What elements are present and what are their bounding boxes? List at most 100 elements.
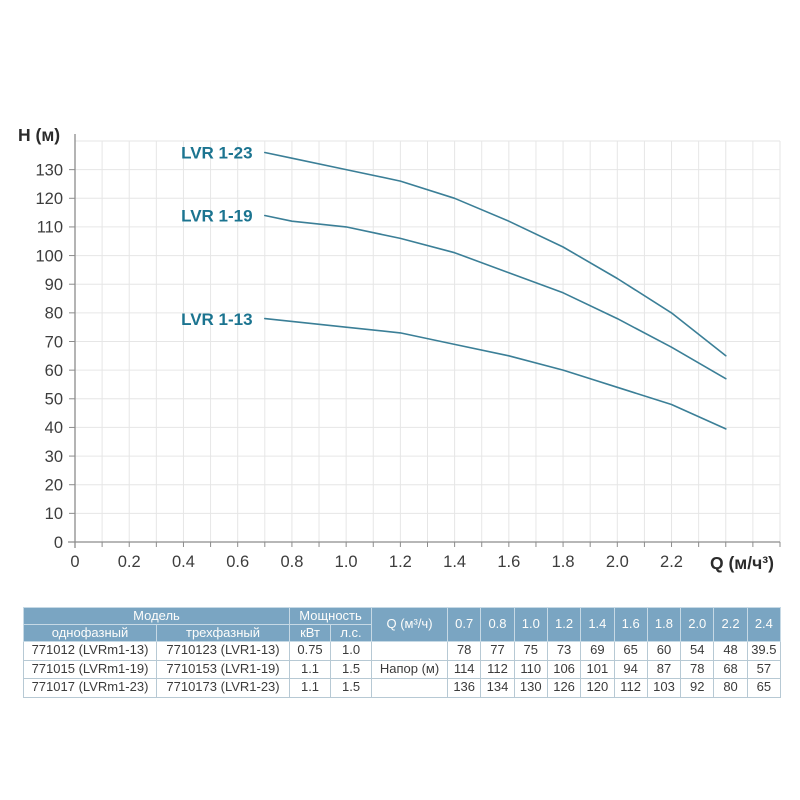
y-tick-label: 100 xyxy=(35,247,63,265)
flow-value-header: 1.2 xyxy=(546,607,582,642)
head-value: 103 xyxy=(646,678,682,698)
x-tick-label: 2.0 xyxy=(606,553,629,571)
x-tick-label: 0.4 xyxy=(172,553,195,571)
head-row-label: Напор (м) xyxy=(371,659,449,679)
curve-labels: LVR 1-23 LVR 1-19 LVR 1-13 xyxy=(181,144,253,329)
y-tick-label: 0 xyxy=(54,534,63,552)
head-value: 78 xyxy=(680,659,715,679)
head-value: 110 xyxy=(513,659,548,679)
head-row-label xyxy=(371,641,449,661)
head-value: 136 xyxy=(447,678,482,698)
flow-value-header: 1.0 xyxy=(513,607,548,642)
y-tick-label: 120 xyxy=(35,190,63,208)
curve-label: LVR 1-19 xyxy=(181,207,253,226)
y-tick-label: 70 xyxy=(45,333,63,351)
table-header: Модель Мощность Q (м³/ч) 0.7 0.8 1.0 1.2 1.4 1.6… xyxy=(22,607,782,642)
head-value: 69 xyxy=(580,641,615,661)
flow-value-header: 1.4 xyxy=(580,607,615,642)
head-value: 112 xyxy=(613,678,648,698)
head-value: 75 xyxy=(513,641,548,661)
power-kw: 0.75 xyxy=(289,641,332,661)
head-value: 39.5 xyxy=(746,641,782,661)
curve-lvr-1-23 xyxy=(263,151,727,357)
table-row: 771017 (LVRm1-23) 7710173 (LVR1-23) 1.1 1.5… xyxy=(23,678,782,698)
head-value: 60 xyxy=(646,641,682,661)
curve-label: LVR 1-23 xyxy=(181,144,253,163)
head-value: 48 xyxy=(713,641,748,661)
single-phase-model: 771017 (LVRm1-23) xyxy=(23,678,157,698)
head-value: 65 xyxy=(613,641,648,661)
head-value: 65 xyxy=(746,678,782,698)
head-value: 94 xyxy=(613,659,648,679)
header-row-groups: Модель Мощность Q (м³/ч) 0.7 0.8 1.0 1.2 1.4 1.6… xyxy=(22,607,782,642)
x-axis-title: Q (м/ч³) xyxy=(710,553,774,573)
y-tick-label: 110 xyxy=(37,219,63,237)
flow-value-header: 2.4 xyxy=(746,607,782,642)
head-value: 101 xyxy=(580,659,615,679)
y-tick-label: 50 xyxy=(45,391,63,409)
y-tick-label: 130 xyxy=(35,161,63,179)
table-row: 771012 (LVRm1-13) 7710123 (LVR1-13) 0.75 1.… xyxy=(23,641,782,661)
head-value: 87 xyxy=(646,659,682,679)
header-row-subs: однофазный трехфазный кВт л.с. xyxy=(23,624,781,642)
head-value: 54 xyxy=(680,641,715,661)
model-group-header: Модель xyxy=(22,607,291,625)
curve-lvr-1-13 xyxy=(263,317,727,430)
pump-specs-table: Модель Мощность Q (м³/ч) 0.7 0.8 1.0 1.2 1.4 1.6… xyxy=(22,607,782,698)
head-value: 126 xyxy=(546,678,582,698)
x-tick-label: 0 xyxy=(70,553,79,571)
three-phase-header: трехфазный xyxy=(155,624,291,642)
flow-value-header: 0.7 xyxy=(447,607,482,642)
flow-value-header: 1.6 xyxy=(613,607,648,642)
y-tick-label: 20 xyxy=(45,477,63,495)
y-tick-label: 30 xyxy=(45,448,63,466)
x-tick-labels: 0 0.2 0.4 0.6 0.8 1.0 1.2 1.4 1.6 1.8 2.0 2.2 xyxy=(70,553,683,571)
three-phase-model: 7710173 (LVR1-23) xyxy=(155,678,291,698)
y-tick-label: 10 xyxy=(45,505,63,523)
head-value: 78 xyxy=(447,641,482,661)
single-phase-model: 771015 (LVRm1-19) xyxy=(23,659,157,679)
x-tick-label: 1.2 xyxy=(389,553,412,571)
flow-value-header: 2.0 xyxy=(680,607,715,642)
x-tick-label: 1.4 xyxy=(443,553,466,571)
head-value: 114 xyxy=(447,659,482,679)
table-row: 771015 (LVRm1-19) 7710153 (LVR1-19) 1.1 1.5… xyxy=(23,659,782,679)
flow-value-header: 0.8 xyxy=(480,607,515,642)
power-hp: 1.5 xyxy=(330,678,373,698)
power-kw: 1.1 xyxy=(289,659,332,679)
flow-group-header: Q (м³/ч) xyxy=(371,607,449,642)
x-tick-label: 2.2 xyxy=(660,553,683,571)
x-tick-label: 1.8 xyxy=(552,553,575,571)
flow-value-header: 1.8 xyxy=(646,607,682,642)
hp-header: л.с. xyxy=(330,624,373,642)
x-tick-label: 0.6 xyxy=(226,553,249,571)
y-tick-labels: 0 10 20 30 40 50 60 70 80 90 100 110 120 130 xyxy=(35,161,63,551)
y-tick-label: 60 xyxy=(45,362,63,380)
single-phase-model: 771012 (LVRm1-13) xyxy=(23,641,157,661)
head-value: 106 xyxy=(546,659,582,679)
head-value: 92 xyxy=(680,678,715,698)
head-value: 80 xyxy=(713,678,748,698)
three-phase-model: 7710153 (LVR1-19) xyxy=(155,659,291,679)
x-tick-label: 0.2 xyxy=(118,553,141,571)
head-value: 134 xyxy=(480,678,515,698)
power-hp: 1.5 xyxy=(330,659,373,679)
head-value: 77 xyxy=(480,641,515,661)
chart-grid xyxy=(75,140,781,542)
power-hp: 1.0 xyxy=(330,641,373,661)
x-tick-label: 1.6 xyxy=(497,553,520,571)
three-phase-model: 7710123 (LVR1-13) xyxy=(155,641,291,661)
curve-lvr-1-19 xyxy=(263,214,727,380)
head-value: 73 xyxy=(546,641,582,661)
y-tick-label: 80 xyxy=(45,305,63,323)
power-group-header: Мощность xyxy=(289,607,373,625)
pump-curves xyxy=(263,151,727,430)
y-tick-label: 90 xyxy=(45,276,63,294)
x-tick-label: 0.8 xyxy=(280,553,303,571)
head-row-label xyxy=(371,678,449,698)
curve-label: LVR 1-13 xyxy=(181,310,253,329)
head-value: 130 xyxy=(513,678,548,698)
head-value: 120 xyxy=(580,678,615,698)
chart-axes xyxy=(68,134,781,548)
head-value: 68 xyxy=(713,659,748,679)
